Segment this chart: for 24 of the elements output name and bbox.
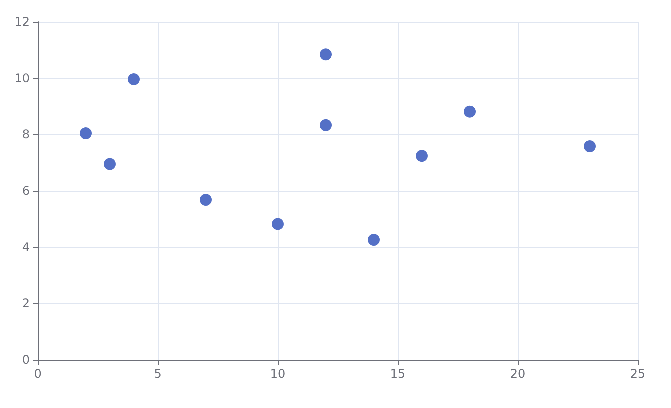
point	[80, 128, 92, 140]
y-tick-label: 10	[14, 71, 30, 86]
x-tick-label: 10	[270, 367, 286, 381]
point	[464, 106, 476, 118]
x-tick-label: 25	[630, 367, 646, 381]
x-tick-label: 5	[154, 367, 162, 381]
point	[320, 48, 332, 61]
y-tick-label: 2	[22, 296, 30, 311]
point	[368, 234, 380, 246]
x-tick-label: 0	[34, 367, 42, 381]
x-tick-label: 20	[510, 367, 526, 381]
y-tick-label: 0	[22, 353, 30, 367]
y-tick-label: 12	[14, 15, 30, 29]
y-tick-label: 6	[22, 184, 30, 198]
y-tick-label: 4	[22, 240, 30, 254]
point	[128, 73, 140, 86]
point	[320, 119, 332, 132]
y-tick-label: 8	[22, 128, 30, 142]
x-tick-label: 15	[390, 367, 406, 381]
point	[584, 140, 596, 152]
point	[272, 218, 284, 230]
point	[200, 194, 212, 206]
point	[104, 158, 116, 170]
point	[416, 150, 428, 162]
